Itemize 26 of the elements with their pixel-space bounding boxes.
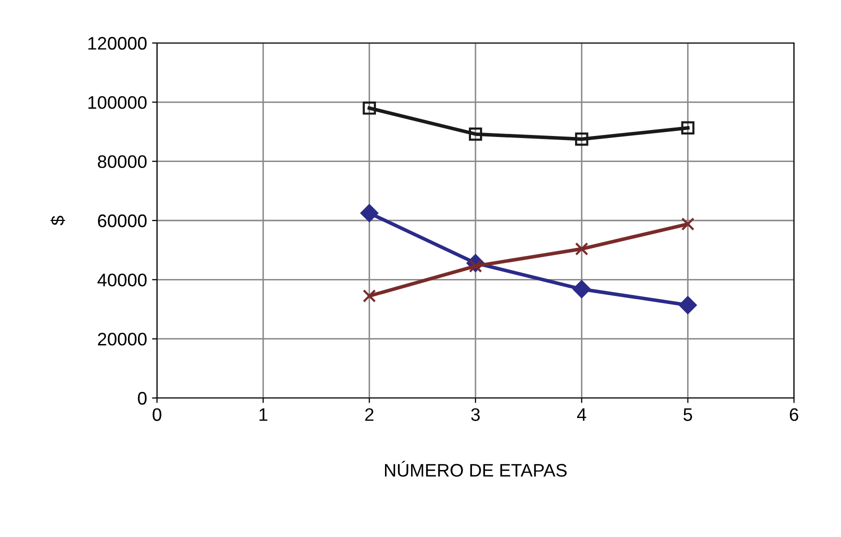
x-tick-label: 0 — [152, 408, 162, 421]
x-tick-label: 2 — [365, 408, 374, 421]
y-tick-label: 100000 — [88, 96, 147, 109]
y-tick-label: 0 — [138, 392, 147, 405]
point — [362, 101, 376, 115]
y-tick-label: 40000 — [97, 274, 147, 286]
y-tick-label: 80000 — [98, 155, 147, 168]
y-tick-label: 20000 — [98, 332, 147, 346]
point — [362, 289, 376, 303]
y-axis-title: $ — [50, 216, 66, 226]
point — [572, 280, 591, 298]
x-tick-label: 3 — [471, 408, 480, 421]
x-axis-title: NÚMERO DE ETAPAS — [385, 460, 567, 477]
y-tick-label: 120000 — [88, 36, 147, 50]
x-tick-label: 4 — [577, 408, 586, 421]
point — [468, 128, 482, 141]
point — [360, 204, 378, 222]
x-tick-label: 6 — [790, 408, 798, 421]
point — [681, 217, 694, 231]
point — [575, 242, 588, 256]
x-tick-label: 1 — [260, 408, 268, 421]
y-tick-label: 60000 — [98, 214, 147, 228]
point — [678, 296, 697, 314]
x-tick-label: 5 — [684, 408, 692, 421]
point — [575, 132, 588, 146]
point — [681, 121, 694, 135]
